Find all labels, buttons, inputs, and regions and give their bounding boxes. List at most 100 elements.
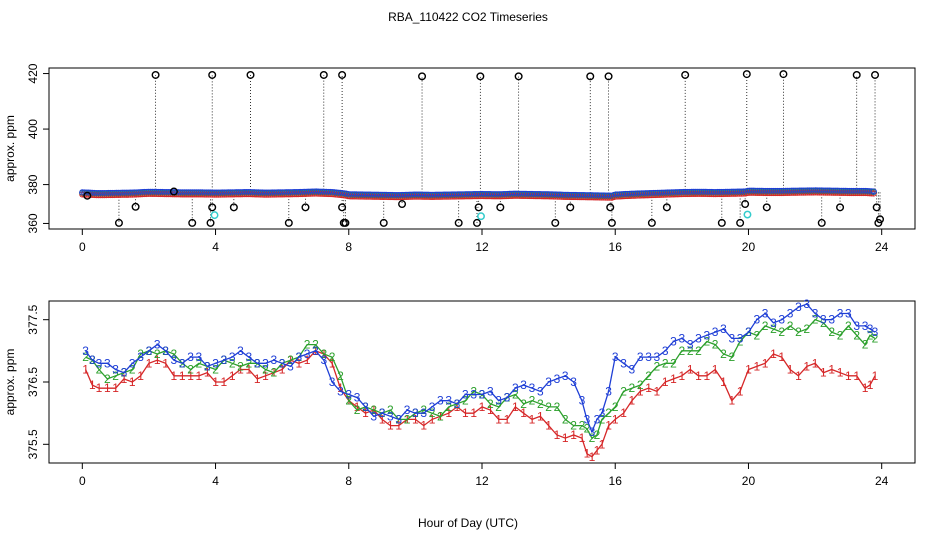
outlier-point [319,70,328,79]
series-2-point: 2 [687,344,694,358]
top-y-axis-label: approx. ppm [3,115,17,182]
outlier-point [876,215,885,224]
series-1-point: 1 [599,437,606,451]
outlier-point [229,203,238,212]
series-3-point: 3 [121,366,128,380]
series-1-point: 1 [420,419,427,433]
series-2-point: 2 [637,378,644,392]
series-2-point: 2 [495,400,502,414]
series-2-point: 2 [112,369,119,383]
series-3-point: 3 [770,316,777,330]
series-1-point: 1 [121,372,128,386]
series-2-point: 2 [96,363,103,377]
series-2-point: 2 [837,328,844,342]
series-1-point: 1 [520,406,527,420]
series-3-point: 3 [554,372,561,386]
series-1-point: 1 [554,428,561,442]
series-1-point: 1 [612,412,619,426]
outlier-point [398,200,407,209]
series-2-point: 2 [354,403,361,417]
series-3-point: 3 [867,322,874,336]
outlier-point [717,218,726,227]
series-3-point: 3 [154,338,161,352]
series-3-point: 3 [196,350,203,364]
series-2-point: 2 [387,403,394,417]
series-2-point: 2 [679,344,686,358]
series-3-point: 3 [637,350,644,364]
chart-title: RBA_110422 CO2 Timeseries [388,10,548,24]
series-1-point: 1 [462,406,469,420]
series-1-point: 1 [537,409,544,423]
top-y-tick-label: 380 [26,174,40,194]
series-3-point: 3 [537,384,544,398]
series-3-line [85,303,876,434]
cyan-point [210,211,219,220]
bottom-x-axis-label: Hour of Day (UTC) [418,516,518,530]
series-1-point: 1 [187,369,194,383]
outlier-point [607,218,616,227]
series-3-point: 3 [795,300,802,314]
series-3-point: 3 [737,331,744,345]
series-1-point: 1 [362,406,369,420]
series-1-point: 1 [570,428,577,442]
outlier-point [647,218,656,227]
top-x-tick-label: 4 [212,240,219,254]
series-2-point: 2 [520,397,527,411]
series-3-point: 3 [295,350,302,364]
outlier-point [736,218,745,227]
bottom-y-tick-label: 375.5 [26,429,40,459]
series-3-point: 3 [745,325,752,339]
bottom-x-tick-label: 8 [345,474,352,488]
series-3-point: 3 [204,359,211,373]
cyan-point [477,212,485,221]
bottom-x-tick-label: 0 [79,474,86,488]
series-3-point: 3 [221,353,228,367]
series-3-point: 3 [512,381,519,395]
series-3-point: 3 [662,344,669,358]
series-1-point: 1 [828,363,835,377]
series-3-point: 3 [853,319,860,333]
top-y-tick-label: 420 [26,63,40,83]
series-3-point: 3 [570,375,577,389]
series-1-point: 1 [753,359,760,373]
series-2-point: 2 [720,347,727,361]
series-1-point: 1 [246,363,253,377]
series-1-point: 1 [695,369,702,383]
series-3-point: 3 [753,313,760,327]
series-1-point: 1 [637,384,644,398]
series-3-point: 3 [620,356,627,370]
series-3-point: 3 [437,394,444,408]
series-1-line [85,350,876,458]
outlier-point [496,203,505,212]
series-3-point: 3 [137,350,144,364]
outlier-point [662,203,671,212]
series-1-point: 1 [237,363,244,377]
series-1-point: 1 [620,406,627,420]
series-3-point: 3 [872,325,879,339]
outlier-point [246,70,255,79]
series-2-point: 2 [312,338,319,352]
outlier-point [131,202,140,211]
outlier-point [338,203,347,212]
series-2-point: 2 [270,366,277,380]
series-1-point: 1 [262,369,269,383]
series-3-point: 3 [345,387,352,401]
series-1-point: 1 [379,412,386,426]
series-1-point: 1 [812,356,819,370]
outlier-point [338,70,347,79]
series-3-point: 3 [270,353,277,367]
series-1-point: 1 [605,419,612,433]
series-2-point: 2 [579,419,586,433]
series-2-point: 2 [589,431,596,445]
series-2-point: 2 [599,412,606,426]
series-2-point: 2 [246,356,253,370]
series-3-point: 3 [654,350,661,364]
series-2-point: 2 [862,338,869,352]
series-2-point: 2 [529,394,536,408]
outlier-point [151,70,160,79]
series-1-point: 1 [512,400,519,414]
series-2-point: 2 [554,400,561,414]
series-2-point: 2 [545,400,552,414]
